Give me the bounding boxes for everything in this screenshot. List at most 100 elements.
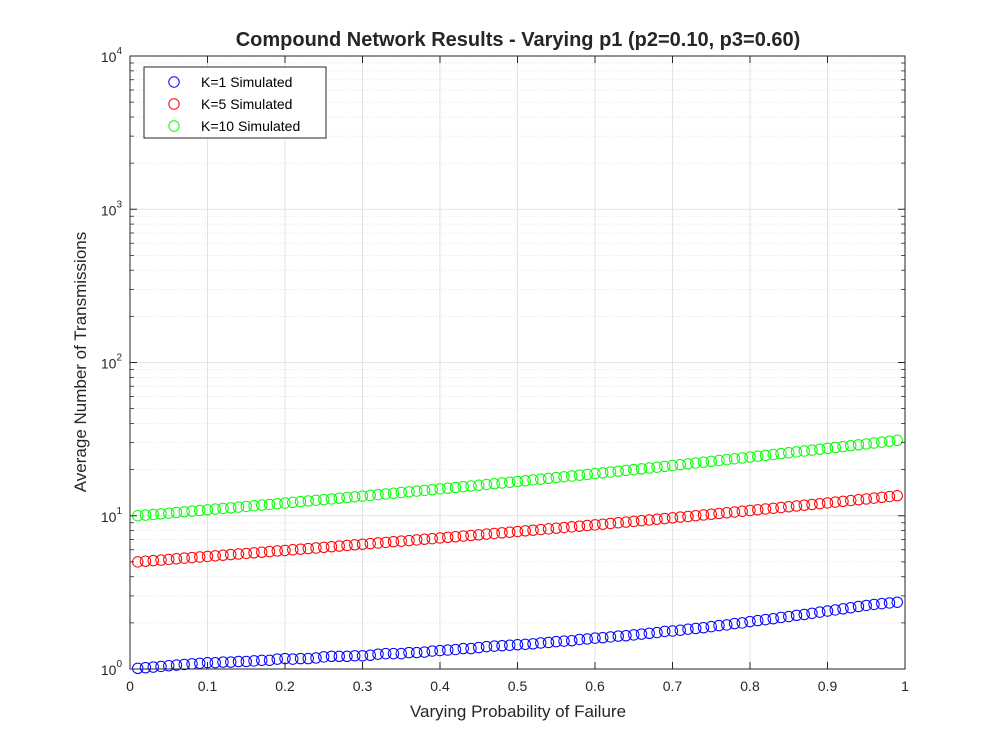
data-point [426, 483, 438, 496]
data-point [790, 609, 803, 622]
data-point [465, 529, 477, 542]
data-point [403, 486, 415, 498]
data-point [542, 636, 555, 649]
data-point [504, 526, 516, 538]
data-point [418, 533, 431, 545]
data-point [356, 490, 369, 502]
data-point [736, 452, 748, 464]
legend-marker [168, 76, 180, 88]
data-point [504, 639, 516, 651]
data-point [372, 488, 384, 501]
data-point [465, 480, 477, 492]
data-point [287, 653, 299, 665]
data-point [759, 613, 772, 626]
data-point [837, 495, 849, 508]
data-point [876, 491, 888, 504]
data-point [155, 554, 167, 566]
data-point [535, 473, 547, 485]
data-point [387, 487, 400, 499]
data-point [876, 436, 888, 448]
data-point [690, 509, 702, 522]
data-point [155, 508, 167, 520]
data-point [845, 439, 857, 452]
data-point [775, 611, 787, 624]
data-point [790, 500, 803, 512]
data-point [163, 660, 175, 672]
data-point [829, 496, 841, 508]
data-point [403, 646, 415, 659]
data-point [318, 493, 330, 506]
data-point [821, 605, 834, 617]
data-point [690, 457, 702, 469]
data-point [496, 527, 508, 539]
data-point [829, 604, 841, 616]
data-point [457, 530, 469, 542]
data-point [279, 497, 291, 509]
data-point [883, 435, 896, 447]
data-point [364, 489, 376, 502]
data-point [597, 467, 609, 479]
data-point [651, 513, 663, 525]
data-point [488, 640, 500, 652]
data-point [550, 635, 562, 648]
data-point [488, 478, 500, 490]
data-point [628, 515, 640, 528]
data-point [798, 499, 810, 511]
data-point [597, 632, 609, 644]
data-point [310, 652, 322, 664]
legend-label: K=1 Simulated [201, 74, 292, 90]
data-point [767, 448, 779, 461]
data-point [612, 517, 624, 529]
data-point [798, 608, 810, 621]
data-point [496, 639, 508, 652]
data-point [752, 614, 764, 627]
data-point [519, 474, 531, 487]
data-point [380, 536, 392, 549]
data-point [573, 633, 586, 646]
data-point [620, 464, 632, 477]
data-point [806, 498, 818, 511]
data-point [434, 532, 446, 544]
data-point [271, 653, 283, 665]
data-point [341, 650, 353, 663]
data-point [465, 642, 477, 655]
data-point [380, 488, 392, 500]
x-tick-label: 0 [126, 678, 134, 694]
data-point [186, 505, 198, 517]
data-point [721, 453, 733, 466]
x-tick-label: 0.7 [663, 678, 683, 694]
data-point [225, 548, 237, 561]
data-point [256, 654, 268, 666]
data-point [364, 649, 376, 661]
data-point [604, 631, 617, 643]
data-point [178, 552, 190, 564]
data-point [581, 633, 593, 645]
data-point [783, 610, 795, 623]
data-point [860, 493, 872, 505]
data-point [225, 656, 237, 668]
data-point [821, 442, 834, 455]
data-point [232, 548, 245, 560]
data-point [341, 491, 353, 504]
data-point [891, 596, 903, 608]
data-point [659, 460, 671, 473]
data-point [635, 463, 648, 475]
data-point [535, 523, 547, 536]
data-point [263, 654, 276, 666]
data-point [728, 453, 741, 465]
data-point [744, 504, 756, 517]
data-point [240, 655, 252, 668]
data-point [457, 642, 469, 655]
data-point [248, 500, 260, 512]
data-point [589, 519, 601, 531]
data-point [356, 650, 369, 662]
data-point [511, 639, 524, 651]
data-point [845, 602, 857, 614]
data-point [860, 438, 872, 450]
x-tick-label: 0.2 [275, 678, 295, 694]
data-point [783, 501, 795, 513]
data-point [240, 500, 252, 513]
data-point [659, 625, 671, 638]
data-point [868, 598, 880, 611]
legend-box [143, 66, 327, 139]
